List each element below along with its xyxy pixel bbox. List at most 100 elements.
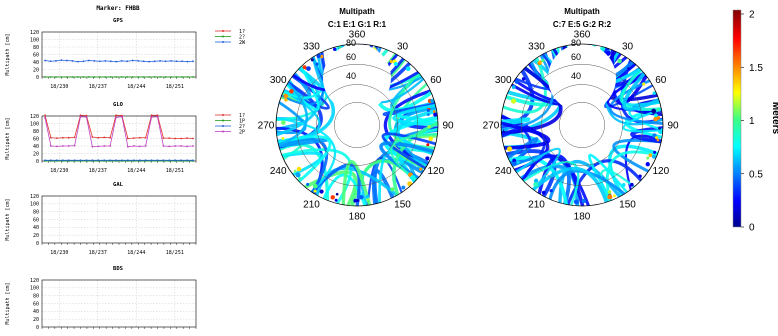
- data-point: [73, 136, 76, 139]
- azimuth-label: 270: [483, 121, 500, 132]
- edge-sample: [651, 154, 656, 159]
- satellite-track: [630, 125, 663, 145]
- edge-sample: [401, 185, 406, 190]
- azimuth-label: 300: [495, 75, 512, 86]
- data-point: [126, 137, 129, 140]
- satellite-track: [381, 132, 438, 172]
- data-point: [109, 136, 112, 139]
- data-point: [137, 76, 140, 78]
- data-point: [175, 60, 178, 63]
- edge-sample: [319, 189, 324, 194]
- y-axis-label: Multipath [cm]: [5, 198, 11, 240]
- colorbar-label: Meters: [770, 102, 778, 135]
- edge-sample: [427, 125, 431, 129]
- legend-label: 1P: [239, 118, 245, 124]
- azimuth-label: 240: [270, 166, 287, 177]
- edge-sample: [627, 67, 630, 70]
- y-tick-label: 20: [33, 317, 39, 323]
- data-point: [115, 60, 118, 63]
- edge-sample: [581, 198, 586, 204]
- data-point: [148, 76, 151, 78]
- data-point: [150, 159, 153, 162]
- chart-title: BDS: [113, 266, 123, 272]
- satellite-track: [512, 147, 561, 194]
- edge-sample: [425, 156, 430, 161]
- edge-sample: [516, 160, 520, 164]
- edge-sample: [353, 198, 358, 203]
- data-point: [175, 76, 178, 78]
- edge-sample: [335, 192, 339, 196]
- edge-sample: [648, 153, 653, 158]
- edge-sample: [630, 182, 634, 187]
- satellite-track: [624, 134, 663, 195]
- skyplot-outline: [275, 43, 439, 207]
- satellite-track: [600, 169, 639, 206]
- edge-sample: [656, 138, 660, 142]
- edge-sample: [306, 66, 311, 71]
- legend-label: 2?: [239, 124, 245, 130]
- data-point: [103, 159, 106, 162]
- azimuth-label: 270: [258, 121, 275, 132]
- data-point: [120, 76, 123, 78]
- edge-sample: [356, 199, 360, 203]
- edge-sample: [419, 167, 423, 171]
- legend-label: 1?: [239, 29, 245, 35]
- y-tick-label: 0: [36, 241, 39, 247]
- satellite-track: [366, 157, 405, 206]
- elevation-ring: [541, 84, 623, 166]
- skyplot-gap: [323, 44, 391, 112]
- data-point: [126, 145, 129, 148]
- data-point: [82, 60, 85, 63]
- y-tick-label: 120: [30, 30, 39, 36]
- data-point: [76, 76, 79, 78]
- data-point: [85, 114, 88, 117]
- y-tick-label: 80: [33, 209, 39, 215]
- edge-sample: [621, 183, 626, 187]
- azimuth-label: 120: [427, 166, 444, 177]
- edge-sample: [646, 156, 650, 160]
- data-point: [55, 76, 57, 78]
- data-point: [162, 159, 165, 162]
- data-point: [181, 60, 183, 63]
- data-point: [109, 159, 112, 162]
- data-point: [87, 76, 90, 78]
- y-tick-label: 120: [30, 278, 39, 284]
- data-point: [79, 159, 82, 162]
- satellite-track: [392, 103, 438, 127]
- data-point: [97, 136, 100, 139]
- data-point: [138, 136, 141, 139]
- edge-sample: [430, 98, 434, 103]
- data-point: [66, 76, 68, 78]
- data-point: [121, 115, 123, 118]
- edge-sample: [638, 174, 642, 178]
- data-point: [121, 159, 123, 162]
- data-point: [137, 59, 140, 62]
- satellite-track: [528, 166, 610, 206]
- edge-sample: [613, 194, 616, 198]
- x-tick-label: 18/237: [89, 168, 107, 174]
- azimuth-label: 360: [574, 30, 591, 41]
- data-point: [156, 115, 159, 118]
- edge-sample: [281, 137, 285, 140]
- data-point: [103, 136, 106, 139]
- data-point: [174, 159, 177, 162]
- data-point: [180, 159, 183, 162]
- satellite-track: [276, 116, 337, 196]
- plot-frame: [41, 31, 197, 78]
- legend-label: 2P: [239, 129, 245, 135]
- data-point: [115, 159, 117, 162]
- satellite-track: [501, 120, 551, 151]
- x-tick-label: 18/244: [127, 168, 145, 174]
- data-point: [174, 145, 177, 147]
- data-point: [159, 76, 162, 78]
- edge-sample: [503, 127, 508, 132]
- satellite-track: [547, 169, 629, 204]
- data-point: [144, 159, 147, 162]
- data-point: [49, 76, 52, 78]
- skyplot-title: Multipath: [564, 7, 600, 16]
